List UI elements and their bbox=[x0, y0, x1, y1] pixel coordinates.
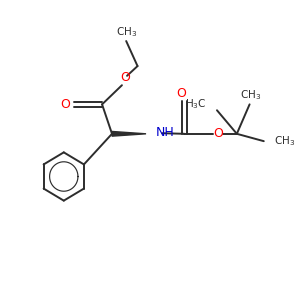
Text: H$_3$C: H$_3$C bbox=[185, 97, 207, 111]
Text: NH: NH bbox=[155, 126, 174, 139]
Text: CH$_3$: CH$_3$ bbox=[274, 134, 295, 148]
Text: O: O bbox=[213, 127, 223, 140]
Text: CH$_3$: CH$_3$ bbox=[116, 25, 137, 39]
Polygon shape bbox=[112, 131, 146, 136]
Text: CH$_3$: CH$_3$ bbox=[240, 88, 262, 102]
Text: O: O bbox=[176, 87, 186, 100]
Text: O: O bbox=[60, 98, 70, 111]
Text: O: O bbox=[120, 71, 130, 84]
